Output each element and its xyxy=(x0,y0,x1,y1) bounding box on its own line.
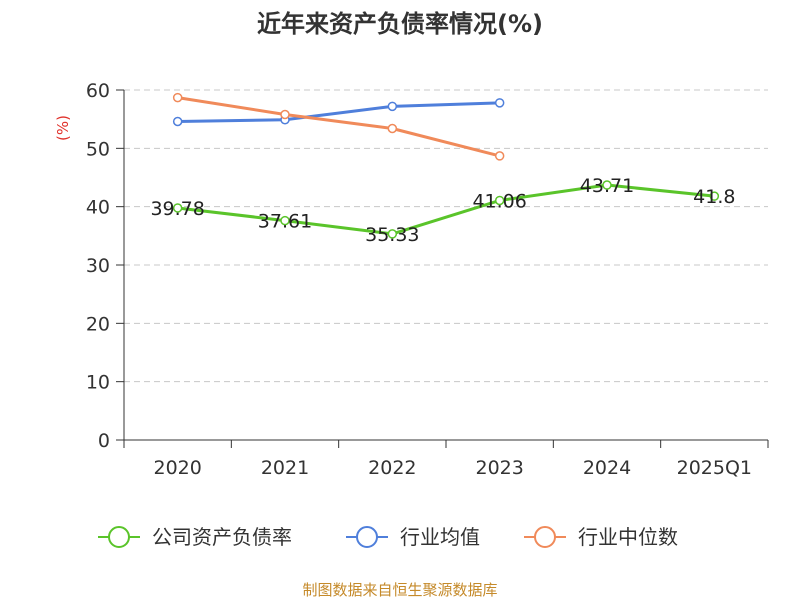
chart-title: 近年来资产负债率情况(%) xyxy=(257,10,543,38)
x-tick-label: 2022 xyxy=(368,457,416,479)
series-line-1 xyxy=(177,101,500,123)
data-point xyxy=(709,191,720,201)
data-point xyxy=(602,180,612,190)
source-note: 制图数据来自恒生聚源数据库 xyxy=(302,581,497,599)
y-tick-label: 30 xyxy=(86,255,110,277)
x-tick-label: 2020 xyxy=(153,457,201,479)
data-point xyxy=(494,195,505,206)
series-line-0 xyxy=(177,183,715,236)
data-labels: 39.78 37.61 35.33 41.06 43.71 41.8 xyxy=(150,175,735,246)
legend-marker xyxy=(534,526,556,548)
data-point xyxy=(387,123,398,134)
legend-marker xyxy=(108,526,130,548)
data-point xyxy=(280,215,290,226)
x-tick-label: 2024 xyxy=(583,457,631,479)
y-tick-label: 50 xyxy=(86,138,110,160)
y-tick-label: 10 xyxy=(86,372,110,394)
y-tick-label: 40 xyxy=(86,197,110,219)
data-point xyxy=(494,98,505,108)
data-label: 41.06 xyxy=(472,190,526,212)
data-label: 37.61 xyxy=(258,211,312,233)
y-tick-label: 20 xyxy=(86,313,110,335)
legend-item-1: 行业均值 xyxy=(346,525,480,549)
x-tick-label: 2021 xyxy=(261,457,309,479)
data-point xyxy=(387,229,398,239)
legend-marker xyxy=(356,526,378,548)
series-line-2 xyxy=(177,96,501,158)
data-point xyxy=(172,92,183,103)
data-label: 43.71 xyxy=(580,175,634,197)
data-label: 35.33 xyxy=(365,224,419,246)
legend-item-0: 公司资产负债率 xyxy=(98,525,292,549)
series-lines xyxy=(172,92,720,239)
legend-label: 公司资产负债率 xyxy=(152,525,292,549)
y-tick-label: 0 xyxy=(98,430,110,452)
legend-item-2: 行业中位数 xyxy=(524,525,678,549)
data-label: 41.8 xyxy=(693,186,735,208)
data-point xyxy=(172,116,183,127)
y-axis-label: (%) xyxy=(54,115,72,141)
data-label: 39.78 xyxy=(150,198,204,220)
x-tick-label: 2023 xyxy=(475,457,523,479)
axes: 0 10 20 30 40 50 60 2020 2021 2022 2023 2024 2025Q1 xyxy=(86,80,769,479)
data-point xyxy=(494,151,505,161)
legend-label: 行业均值 xyxy=(400,525,480,549)
x-tick-label: 2025Q1 xyxy=(677,457,752,479)
legend-label: 行业中位数 xyxy=(578,525,678,549)
legend: 公司资产负债率 行业均值 行业中位数 xyxy=(98,525,678,549)
y-tick-label: 60 xyxy=(86,80,110,102)
grid-lines xyxy=(124,89,768,383)
data-point xyxy=(280,109,290,120)
data-point xyxy=(172,203,183,213)
data-point xyxy=(387,101,398,112)
